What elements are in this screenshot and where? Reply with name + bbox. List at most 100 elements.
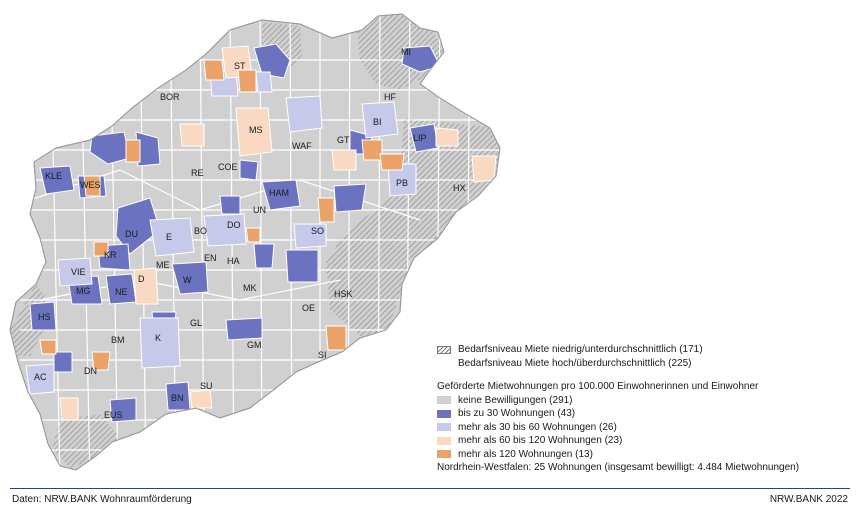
city-label-ac: AC: [34, 372, 47, 382]
legend-hatch-high: Bedarfsniveau Miete hoch/überdurchschnit…: [437, 357, 855, 371]
area-30to60: [293, 223, 327, 249]
city-label-waf: WAF: [292, 141, 312, 151]
area-over120: [237, 69, 257, 93]
legend-item-30to60: mehr als 30 bis 60 Wohnungen (26): [437, 421, 855, 435]
city-label-en: EN: [204, 253, 217, 263]
city-label-kr: KR: [104, 250, 117, 260]
area-upto30: [225, 317, 263, 341]
legend-item-label: bis zu 30 Wohnungen (43): [458, 408, 576, 419]
area-60to120: [471, 155, 497, 183]
hatch-zone-east: [326, 118, 500, 336]
area-upto30: [261, 179, 301, 211]
area-upto30: [171, 261, 209, 295]
city-label-hs: HS: [38, 312, 51, 322]
legend-summary-row: Nordrhein-Westfalen: 25 Wohnungen (insge…: [437, 461, 855, 475]
area-60to120: [235, 107, 273, 157]
area-60to120: [179, 123, 205, 147]
empty-swatch: [437, 359, 451, 367]
area-upto30: [53, 351, 73, 373]
city-label-si: SI: [318, 350, 327, 360]
area-upto30: [39, 165, 75, 195]
city-label-pb: PB: [396, 178, 408, 188]
footer-source: Daten: NRW.BANK Wohnraumförderung: [12, 494, 192, 505]
area-30to60: [149, 217, 195, 257]
area-60to120: [435, 127, 459, 147]
city-label-st: ST: [234, 61, 246, 71]
area-upto30: [219, 195, 241, 215]
area-upto30: [285, 249, 319, 283]
city-label-eus: EUS: [104, 410, 123, 420]
city-label-un: UN: [253, 205, 266, 215]
area-30to60: [285, 95, 323, 133]
city-label-hf: HF: [384, 92, 396, 102]
legend-hatch-high-label: Bedarfsniveau Miete hoch/überdurchschnit…: [458, 357, 692, 369]
city-label-re: RE: [191, 168, 204, 178]
city-label-k: K: [155, 333, 161, 343]
city-label-lip: LIP: [413, 133, 427, 143]
city-label-gt: GT: [337, 135, 350, 145]
area-30to60: [361, 101, 399, 139]
city-label-oe: OE: [302, 303, 315, 313]
area-over120: [39, 339, 57, 355]
area-over120: [93, 241, 109, 257]
city-label-bn: BN: [171, 393, 184, 403]
city-label-bm: BM: [111, 335, 125, 345]
area-upto30: [253, 43, 291, 79]
legend-item-upto30: bis zu 30 Wohnungen (43): [437, 407, 855, 421]
city-label-gm: GM: [247, 340, 262, 350]
legend-item-over120: mehr als 120 Wohnungen (13): [437, 448, 855, 462]
city-label-me: ME: [156, 260, 170, 270]
footer-divider: [10, 488, 850, 489]
city-label-du: DU: [125, 229, 138, 239]
city-label-hx: HX: [453, 183, 466, 193]
color-swatch: [437, 450, 451, 459]
area-over120: [379, 153, 405, 171]
city-label-do: DO: [227, 220, 241, 230]
city-label-so: SO: [311, 226, 324, 236]
area-over120: [83, 175, 101, 197]
city-label-ha: HA: [227, 256, 240, 266]
area-30to60: [139, 317, 181, 369]
city-label-ms: MS: [249, 125, 263, 135]
legend-item-label: mehr als 120 Wohnungen (13): [458, 448, 593, 460]
map-legend: Bedarfsniveau Miete niedrig/unterdurchsc…: [437, 343, 855, 475]
city-label-kle: KLE: [45, 171, 62, 181]
area-upto30: [89, 131, 131, 165]
area-upto30: [333, 183, 367, 213]
city-label-ham: HAM: [269, 188, 289, 198]
city-label-mi: MI: [401, 47, 411, 57]
area-over120: [317, 197, 335, 223]
legend-hatch-low: Bedarfsniveau Miete niedrig/unterdurchsc…: [437, 343, 855, 357]
legend-item-label: keine Bewilligungen (291): [458, 394, 573, 406]
legend-heading-row: Geförderte Mietwohnungen pro 100.000 Ein…: [437, 380, 855, 394]
area-over120: [245, 227, 261, 243]
area-over120: [125, 139, 141, 163]
footer-copyright: NRW.BANK 2022: [769, 494, 848, 505]
area-upto30: [409, 123, 439, 153]
area-60to120: [133, 267, 159, 305]
city-label-mk: MK: [243, 283, 257, 293]
city-label-ne: NE: [115, 287, 128, 297]
nrw-municipality-map: MI ST BOR HF BI MS LIP GT WAF KLE COE PB RE HX WES HAMU…: [9, 13, 501, 471]
legend-item-label: mehr als 30 bis 60 Wohnungen (26): [458, 421, 617, 433]
hatch-swatch: [437, 345, 451, 354]
legend-item-60to120: mehr als 60 bis 120 Wohnungen (23): [437, 434, 855, 448]
legend-item-label: mehr als 60 bis 120 Wohnungen (23): [458, 435, 623, 446]
area-30to60: [203, 213, 247, 247]
city-label-coe: COE: [218, 162, 238, 172]
area-upto30: [253, 243, 275, 269]
hatch-zone-south: [52, 414, 120, 468]
area-30to60: [255, 71, 273, 93]
area-over120: [361, 139, 383, 161]
legend-heading: Geförderte Mietwohnungen pro 100.000 Ein…: [437, 381, 759, 392]
color-swatch: [437, 409, 451, 418]
city-label-mg: MG: [76, 286, 91, 296]
area-over120: [325, 325, 347, 351]
city-label-hsk: HSK: [334, 289, 353, 299]
color-swatch: [437, 436, 451, 445]
area-upto30: [115, 197, 161, 255]
area-over120: [203, 59, 225, 81]
city-label-bor: BOR: [160, 92, 180, 102]
area-over120: [91, 351, 111, 371]
city-label-d: D: [138, 274, 145, 284]
